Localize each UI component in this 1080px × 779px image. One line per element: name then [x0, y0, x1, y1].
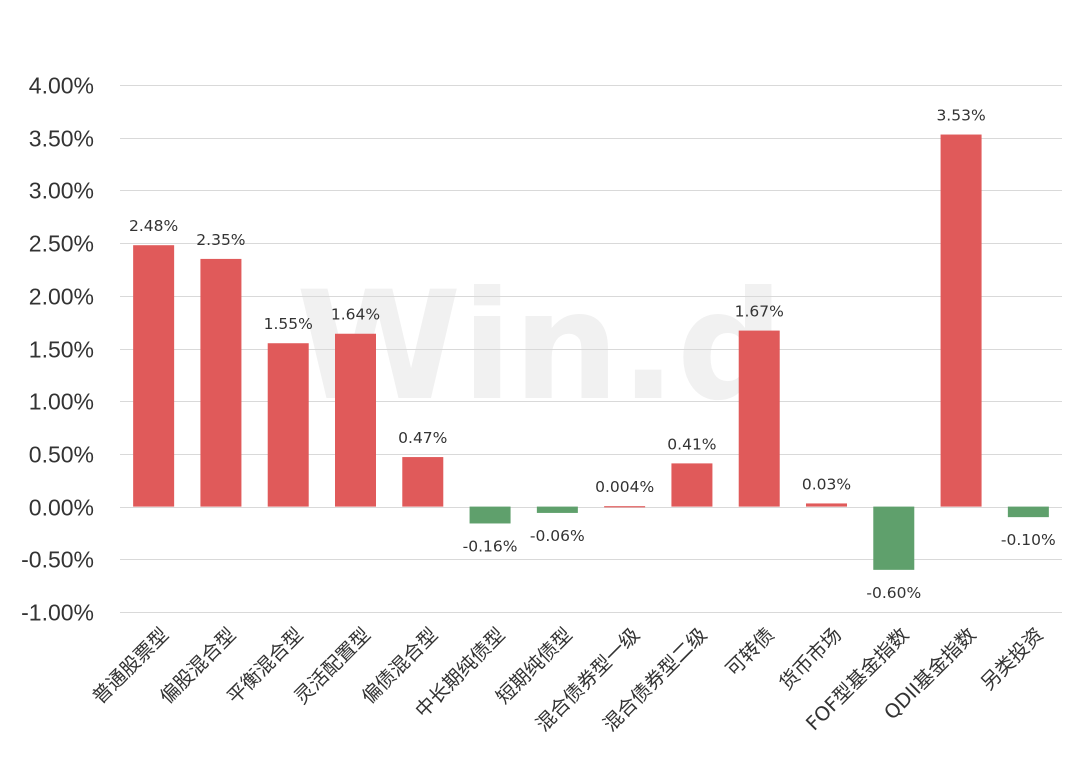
data-label: 1.64% — [331, 306, 380, 324]
y-tick-label: 2.50% — [29, 231, 94, 257]
data-label: 0.41% — [667, 435, 716, 453]
bar — [806, 503, 847, 507]
data-label: 0.47% — [398, 429, 447, 447]
data-label: 1.67% — [735, 303, 784, 321]
y-tick-label: 4.00% — [29, 73, 94, 99]
y-tick-label: -0.50% — [21, 547, 94, 573]
y-tick-label: 3.00% — [29, 178, 94, 204]
bar — [940, 134, 982, 507]
data-label: -0.10% — [1001, 531, 1056, 549]
bar — [536, 506, 578, 513]
y-tick-label: 2.00% — [29, 284, 94, 310]
y-tick-label: 1.50% — [29, 337, 94, 363]
bar — [402, 457, 444, 507]
bar — [604, 506, 646, 508]
bar — [133, 245, 175, 507]
data-label: -0.06% — [530, 527, 585, 545]
bar — [267, 343, 309, 507]
bar — [1007, 506, 1049, 518]
category-label: 可转债 — [721, 623, 779, 681]
data-label: -0.60% — [866, 584, 921, 602]
data-label: 0.03% — [802, 475, 851, 493]
data-label: -0.16% — [463, 537, 518, 555]
y-tick-label: -1.00% — [21, 600, 94, 626]
y-tick-label: 3.50% — [29, 126, 94, 152]
bar — [200, 258, 242, 507]
y-tick-label: 1.00% — [29, 389, 94, 415]
data-label: 2.35% — [196, 231, 245, 249]
watermark: Win.d — [296, 260, 784, 434]
data-label: 2.48% — [129, 217, 178, 235]
bar — [469, 506, 511, 524]
bar — [671, 463, 713, 507]
data-label: 3.53% — [936, 107, 985, 125]
bar — [873, 506, 915, 570]
data-label: 0.004% — [595, 478, 654, 496]
data-label: 1.55% — [264, 315, 313, 333]
bar — [738, 330, 780, 507]
y-tick-label: 0.50% — [29, 442, 94, 468]
category-label: 另类投资 — [976, 623, 1047, 694]
bar — [335, 333, 376, 507]
y-tick-label: 0.00% — [29, 495, 94, 521]
